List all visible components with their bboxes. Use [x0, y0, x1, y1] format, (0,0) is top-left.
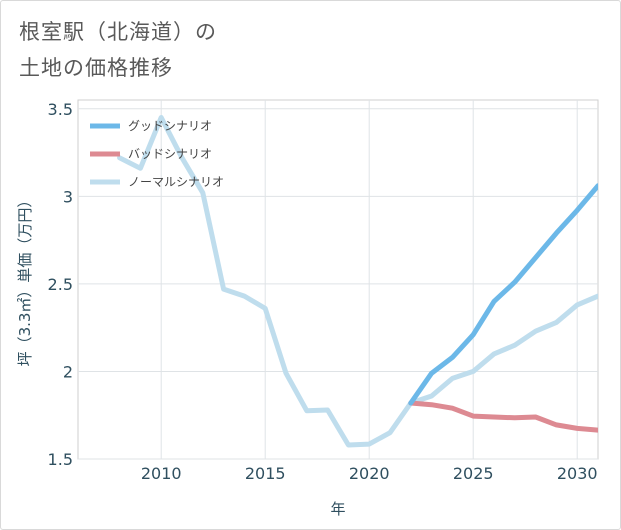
y-tick-label: 1.5 — [48, 450, 73, 469]
series-line-0 — [408, 183, 598, 406]
chart-title-line-2: 土地の価格推移 — [19, 56, 173, 80]
legend-label-1: バッドシナリオ — [128, 147, 212, 161]
series-line-2 — [117, 115, 598, 448]
chart-title-line-1: 根室駅（北海道）の — [19, 20, 217, 44]
tick-labels: 2010 2015 2020 2025 2030 1.5 2 2.5 3 3.5 — [48, 100, 598, 483]
y-tick-label: 2.5 — [48, 275, 73, 294]
series-line-1 — [408, 400, 598, 433]
series-lines — [117, 115, 598, 448]
grid-lines — [78, 100, 598, 460]
x-tick-label: 2010 — [141, 464, 182, 483]
x-tick-label: 2030 — [557, 464, 598, 483]
x-tick-label: 2020 — [349, 464, 390, 483]
y-axis-title: 坪（3.3㎡）単価（万円） — [16, 193, 34, 367]
legend-label-2: ノーマルシナリオ — [128, 175, 224, 189]
x-tick-label: 2015 — [245, 464, 286, 483]
chart-title: 根室駅（北海道）の 土地の価格推移 — [19, 14, 579, 86]
y-tick-label: 3.5 — [48, 100, 73, 119]
y-tick-label: 2 — [63, 362, 73, 381]
y-tick-label: 3 — [63, 187, 73, 206]
x-axis-title: 年 — [330, 500, 345, 518]
x-tick-label: 2025 — [453, 464, 494, 483]
plot-area — [77, 99, 599, 460]
legend-label-0: グッドシナリオ — [128, 119, 212, 133]
